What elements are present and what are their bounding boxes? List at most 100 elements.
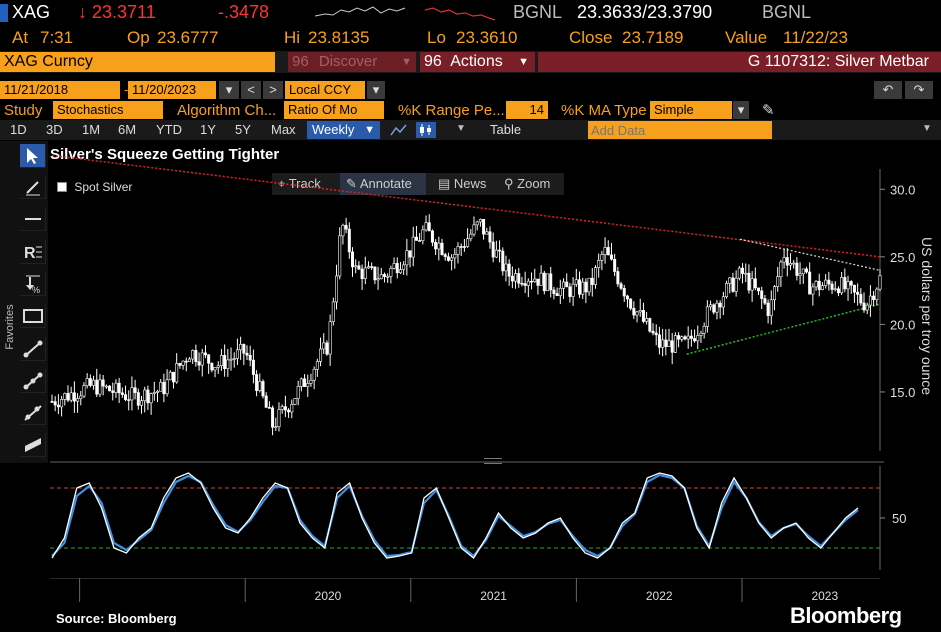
price-bar-body [370,266,374,268]
price-bar-body [92,379,96,386]
price-bar-body [728,277,732,284]
price-bar-body [836,288,840,294]
price-bar-body [517,273,521,284]
actions-menu[interactable]: 96 Actions ▼ [420,52,535,72]
price-bar-body [549,273,553,291]
zoom-tool[interactable]: ⚲ Zoom [504,176,550,192]
period-3d[interactable]: 3D [46,122,63,137]
price-bar-body [117,382,121,394]
price-bar-body [661,339,665,348]
price-bar-body [446,256,450,261]
price-bar-body [203,352,207,356]
select-pointer-tool[interactable] [20,144,46,168]
date-next-button[interactable]: > [263,81,283,99]
horizontal-line-tool[interactable] [20,207,46,231]
kma-select[interactable]: Simple [650,101,732,119]
price-bar-body [287,409,291,413]
table-button[interactable]: Table [490,122,522,137]
price-bar-body [766,302,770,316]
security-input[interactable]: XAG Curncy [0,52,275,72]
undo-icon[interactable]: ↶ [874,81,902,99]
price-bar-body [322,342,326,350]
period-5y[interactable]: 5Y [235,122,251,137]
period-6m[interactable]: 6M [118,122,137,137]
currency-select[interactable]: Local CCY [285,81,365,99]
legend[interactable]: Spot Silver [57,180,132,196]
redo-icon[interactable]: ↷ [905,81,933,99]
price-bar-body [677,335,681,340]
favorites-tab[interactable]: Favorites [0,291,16,371]
period-ytd[interactable]: YTD [156,122,182,137]
price-bar-body [418,240,422,242]
rectangle-tool[interactable] [20,304,46,328]
discover-menu[interactable]: 96 Discover ▼ [288,52,416,72]
price-axis-tick-label: 25.0 [890,250,915,265]
trend-line-tool[interactable] [20,337,46,361]
price-bar-body [242,344,246,354]
period-1m[interactable]: 1M [82,122,101,137]
price-bar-body [840,277,844,294]
price-bar-body [319,348,323,362]
percent-change-tool[interactable]: % [20,272,46,296]
open-value: 23.6777 [157,28,219,47]
price-bar-body [875,288,879,300]
kma-chevron-icon[interactable]: ▾ [733,101,749,119]
track-icon: ⌖ [278,176,286,191]
zoom-label: Zoom [517,176,551,191]
price-bar-body [210,362,214,371]
price-bars [50,214,882,436]
end-date-input[interactable]: 11/20/2023 [128,81,216,99]
options-chevron-icon[interactable]: ▼ [922,123,932,134]
currency-chevron-icon[interactable]: ▾ [367,81,385,99]
multi-point-line-tool[interactable] [20,369,46,393]
price-bar-body [267,407,271,409]
value-label: Value [725,28,768,47]
start-date-input[interactable]: 11/21/2018 [0,81,120,99]
pane-divider[interactable] [50,461,884,463]
channel-tool[interactable] [20,433,46,457]
price-bar-body [363,267,367,280]
add-data-input[interactable] [588,121,772,139]
ray-tool[interactable] [20,401,46,425]
price-bar-body [344,224,348,230]
price-bar-body [325,342,329,355]
price-bar-body [808,271,812,295]
price-bar-body [641,310,645,322]
chart-id: G 1107312: Silver Metbar [538,52,941,72]
retracement-tool[interactable]: R [20,240,46,264]
resistance-trendline[interactable] [51,154,881,258]
price-bar-body [501,250,505,272]
chart-type-chevron-icon[interactable]: ▼ [456,123,466,134]
price-bar-body [261,381,265,397]
annotate-tool[interactable]: ✎ Annotate [340,173,426,195]
date-prev-button[interactable]: < [241,81,261,99]
price-bar-body [693,338,697,342]
discover-number: 96 [292,53,309,70]
candlestick-icon[interactable] [416,122,436,138]
pen-tool[interactable] [20,175,46,199]
algorithm-select[interactable]: Ratio Of Mo [284,101,384,119]
price-bar-body [197,361,201,366]
price-bar-body [747,272,751,291]
line-chart-icon[interactable] [390,123,408,137]
frequency-select[interactable]: Weekly ▼ [307,121,380,139]
price-bar-body [820,285,824,291]
period-1y[interactable]: 1Y [200,122,216,137]
period-1d[interactable]: 1D [10,122,27,137]
price-bar-body [133,387,137,393]
track-tool[interactable]: ⌖ Track [278,176,321,192]
pane-resize-handle[interactable] [484,458,502,464]
stochastics-chart[interactable]: 50 [50,464,941,574]
price-bar-body [223,355,227,369]
price-bar-body [226,359,230,369]
date-dropdown-icon[interactable]: ▾ [219,81,239,99]
price-bar-body [53,401,57,406]
pencil-icon[interactable]: ✎ [762,102,775,119]
period-max[interactable]: Max [271,122,296,137]
krange-input[interactable]: 14 [506,101,548,119]
study-select[interactable]: Stochastics [53,101,163,119]
price-chart[interactable]: 30.0 25.0 20.0 15.0 US dollars per troy oun… [50,141,941,464]
news-tool[interactable]: ▤ News [438,176,486,192]
ticker-symbol[interactable]: XAG [12,2,51,22]
support-trendline[interactable] [686,303,881,355]
